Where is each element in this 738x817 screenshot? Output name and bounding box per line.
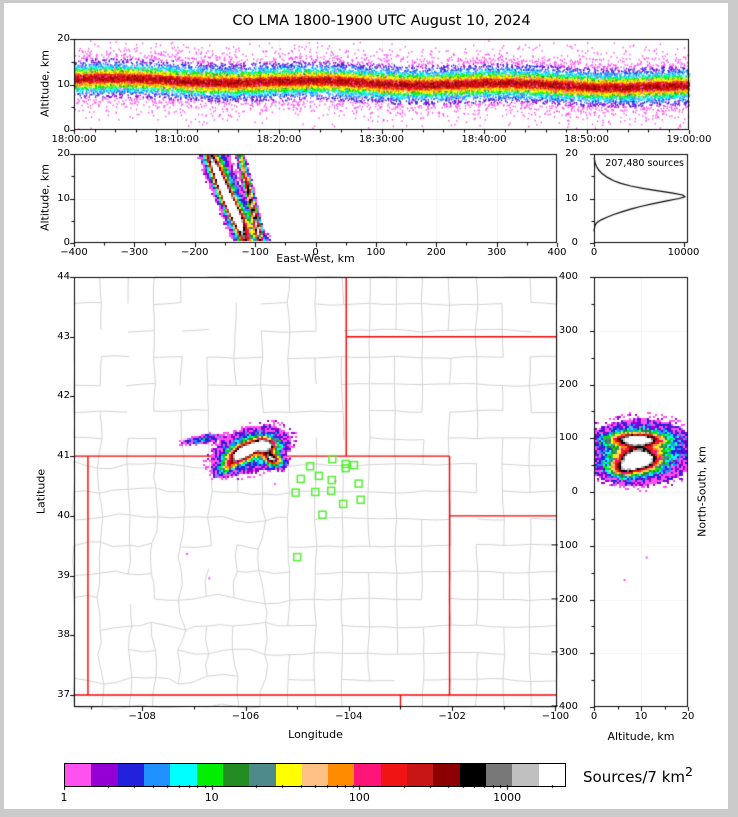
tick-label: −400 — [550, 701, 578, 712]
tick-label: 10 — [204, 791, 219, 804]
colorbar — [64, 763, 566, 787]
tick-label: 10000 — [667, 247, 700, 258]
tick-label: 42 — [57, 390, 70, 402]
colorbar-label: Sources/7 km2 — [583, 764, 693, 786]
altitude-histogram-canvas — [582, 142, 700, 255]
colorbar-segment — [170, 764, 197, 786]
tick-label: 400 — [547, 247, 567, 258]
tick-label: −100 — [550, 539, 578, 551]
tick-label: 400 — [558, 271, 578, 282]
colorbar-segment — [249, 764, 276, 786]
tick-label: 18:00:00 — [51, 134, 97, 145]
tick-label: 10 — [565, 192, 578, 204]
tick-label: −106 — [231, 711, 260, 722]
east-west-xlabel: East-West, km — [276, 252, 355, 265]
tick-label: 20 — [681, 711, 695, 722]
tick-label: 41 — [57, 450, 70, 462]
tick-label: 0 — [63, 237, 70, 248]
tick-label: 18:20:00 — [256, 134, 302, 145]
tick-label: 100 — [366, 247, 386, 258]
tick-label: −200 — [550, 593, 578, 605]
tick-label: −108 — [128, 711, 156, 722]
colorbar-segment — [380, 764, 408, 786]
north-south-ylabel: North-South, km — [695, 446, 709, 537]
tick-label: 1 — [60, 791, 68, 804]
tick-label: 18:40:00 — [461, 134, 507, 145]
tick-label: 100 — [558, 432, 578, 444]
tick-label: 20 — [57, 148, 70, 159]
colorbar-segment — [196, 764, 223, 786]
tick-label: −102 — [438, 711, 466, 722]
tick-label: 0 — [590, 247, 598, 258]
tick-label: 10 — [57, 192, 70, 204]
time-height-panel-canvas — [62, 27, 701, 142]
tick-label: −400 — [60, 247, 88, 258]
plan-view-map-canvas — [62, 265, 569, 719]
tick-label: −300 — [120, 247, 149, 258]
tick-label: 40 — [57, 509, 70, 521]
tick-label: 18:10:00 — [154, 134, 199, 145]
tick-label: 10 — [634, 711, 648, 722]
colorbar-segment — [328, 764, 355, 786]
tick-label: 37 — [57, 689, 70, 701]
east-west-panel-canvas — [62, 142, 569, 255]
colorbar-segment — [143, 764, 171, 786]
tick-label: 0 — [571, 486, 578, 497]
source-count-annotation: 207,480 sources — [605, 158, 684, 169]
colorbar-segment — [222, 764, 250, 786]
tick-label: 19:00:00 — [666, 134, 712, 145]
colorbar-segment — [301, 764, 329, 786]
colorbar-segment — [486, 764, 513, 786]
colorbar-segment — [433, 764, 460, 786]
tick-label: 200 — [426, 247, 446, 258]
tick-label: 38 — [57, 629, 70, 641]
tick-label: 18:30:00 — [359, 134, 404, 145]
tick-label: 44 — [57, 271, 70, 282]
tick-label: 1000 — [493, 791, 522, 804]
colorbar-segment — [459, 764, 486, 786]
tick-label: 18:50:00 — [564, 134, 609, 145]
colorbar-segment — [91, 764, 118, 786]
colorbar-segment — [512, 764, 539, 786]
tick-label: −300 — [550, 647, 578, 659]
tick-label: 0 — [571, 237, 578, 248]
colorbar-segment — [275, 764, 302, 786]
figure-title: CO LMA 1800-1900 UTC August 10, 2024 — [232, 13, 531, 29]
tick-label: 0 — [63, 124, 70, 135]
colorbar-segment — [65, 764, 92, 786]
tick-label: 300 — [558, 324, 578, 336]
tick-label: 10 — [57, 78, 70, 90]
map-xlabel: Longitude — [288, 728, 343, 741]
tick-label: 39 — [57, 569, 70, 581]
tick-label: −104 — [335, 711, 363, 722]
tick-label: 43 — [57, 330, 70, 342]
tick-label: 100 — [348, 791, 370, 804]
colorbar-segment — [538, 764, 565, 786]
tick-label: −200 — [181, 247, 209, 258]
tick-label: 0 — [312, 247, 319, 258]
colorbar-segment — [407, 764, 434, 786]
colorbar-segment — [117, 764, 144, 786]
colorbar-segment — [354, 764, 381, 786]
tick-label: 200 — [558, 378, 578, 390]
north-south-panel-canvas — [582, 265, 700, 719]
tick-label: 20 — [57, 33, 70, 44]
tick-label: 0 — [590, 711, 598, 722]
tick-label: 300 — [487, 247, 507, 258]
tick-label: 20 — [565, 148, 578, 159]
tick-label: −100 — [241, 247, 269, 258]
tick-label: −100 — [541, 711, 570, 722]
north-south-xlabel: Altitude, km — [607, 730, 675, 743]
colorbar-ticks-canvas — [64, 785, 568, 795]
